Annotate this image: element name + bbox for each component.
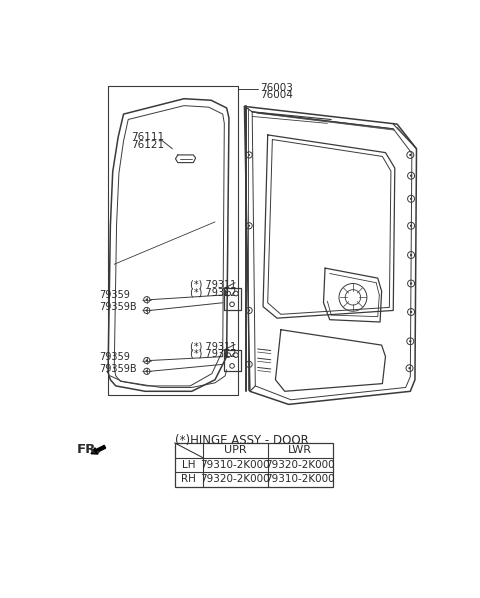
Circle shape bbox=[410, 175, 412, 177]
Text: (*) 79311: (*) 79311 bbox=[190, 341, 237, 351]
Text: 76003: 76003 bbox=[260, 83, 293, 93]
Circle shape bbox=[410, 282, 412, 285]
Text: 79359: 79359 bbox=[99, 290, 130, 300]
Text: (*)HINGE ASSY - DOOR: (*)HINGE ASSY - DOOR bbox=[175, 434, 309, 447]
Circle shape bbox=[248, 309, 250, 312]
Text: 79320-2K000: 79320-2K000 bbox=[265, 460, 335, 470]
Text: 79310-2K000: 79310-2K000 bbox=[265, 474, 335, 484]
Text: 76111: 76111 bbox=[132, 132, 165, 142]
FancyArrow shape bbox=[91, 446, 106, 454]
Circle shape bbox=[409, 340, 411, 343]
Text: LWR: LWR bbox=[288, 446, 312, 455]
Text: 79359B: 79359B bbox=[99, 303, 136, 312]
Circle shape bbox=[410, 198, 412, 200]
Text: UPR: UPR bbox=[224, 446, 246, 455]
Circle shape bbox=[145, 359, 148, 362]
Text: LH: LH bbox=[182, 460, 195, 470]
Circle shape bbox=[408, 367, 411, 370]
Circle shape bbox=[410, 311, 412, 313]
Circle shape bbox=[145, 309, 148, 312]
Text: 76121: 76121 bbox=[132, 139, 165, 150]
Circle shape bbox=[248, 364, 250, 365]
Text: 76004: 76004 bbox=[260, 90, 293, 100]
Circle shape bbox=[248, 154, 250, 156]
Circle shape bbox=[410, 225, 412, 227]
Text: (*) 79312: (*) 79312 bbox=[190, 349, 237, 359]
Circle shape bbox=[409, 154, 411, 156]
Circle shape bbox=[145, 298, 148, 301]
Text: 79359: 79359 bbox=[99, 352, 130, 362]
Circle shape bbox=[410, 254, 412, 256]
Circle shape bbox=[145, 370, 148, 373]
Text: FR.: FR. bbox=[77, 443, 102, 456]
Text: (*) 79312: (*) 79312 bbox=[190, 288, 237, 297]
Text: 79310-2K000: 79310-2K000 bbox=[200, 460, 270, 470]
Text: (*) 79311: (*) 79311 bbox=[190, 280, 237, 289]
Bar bbox=[175, 443, 333, 487]
Text: 79359B: 79359B bbox=[99, 364, 136, 374]
Text: RH: RH bbox=[181, 474, 196, 484]
Circle shape bbox=[248, 225, 250, 227]
Text: 79320-2K000: 79320-2K000 bbox=[200, 474, 270, 484]
